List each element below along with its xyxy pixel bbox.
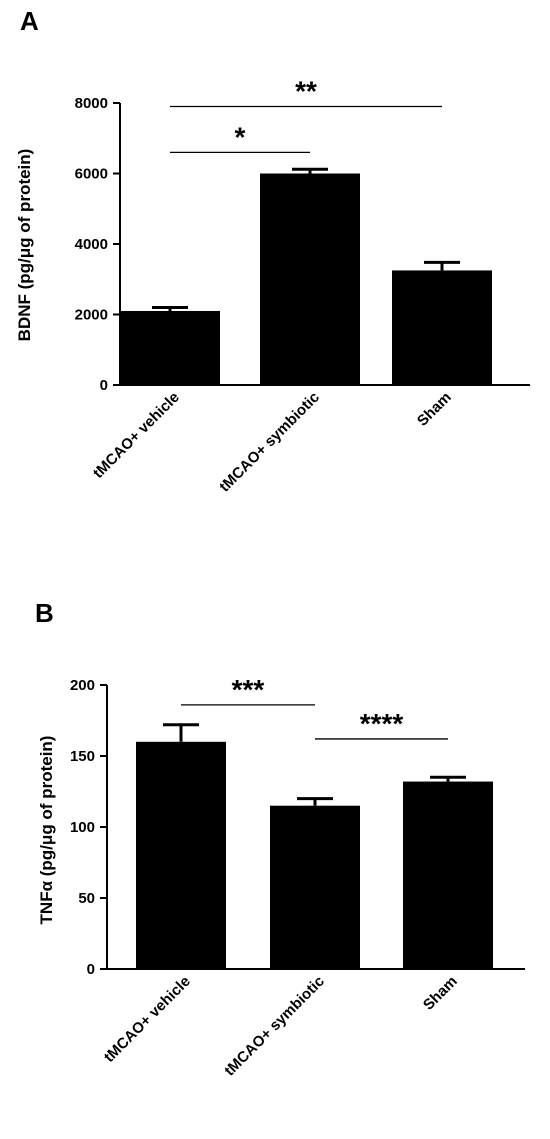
- panel-a-letter: A: [20, 6, 39, 36]
- panel-b-y-tick-label: 50: [78, 890, 95, 907]
- panel-a-category-label: Sham: [414, 389, 455, 430]
- panel-b-bar: [270, 805, 360, 969]
- panel-a-category-label: tMCAO+ symbiotic: [216, 389, 323, 496]
- panel-a-y-tick-label: 0: [100, 377, 108, 394]
- panel-b-significance-label: ****: [360, 708, 404, 739]
- panel-a-bar: [392, 270, 492, 385]
- panel-b-category-label: Sham: [420, 973, 461, 1014]
- panel-b-y-tick-label: 200: [70, 677, 95, 694]
- panel-b-significance: *******: [181, 674, 448, 740]
- panel-a-category-label: tMCAO+ vehicle: [90, 389, 183, 482]
- panel-b-significance-label: ***: [232, 674, 265, 705]
- panel-b-y-tick-label: 100: [70, 819, 95, 836]
- panel-a-significance: ***: [170, 76, 442, 154]
- panel-a-y-tick-label: 8000: [75, 95, 108, 112]
- panel-a-categories: tMCAO+ vehicle tMCAO+ symbiotic Sham: [90, 389, 455, 496]
- panel-b-y-ticks: 0 50 100 150 200: [70, 677, 107, 978]
- panel-a-bar: [260, 173, 360, 385]
- panel-a-y-label: BDNF (pg/μg of protein): [15, 149, 34, 342]
- panel-b-categories: tMCAO+ vehicle tMCAO+ symbiotic Sham: [101, 973, 461, 1080]
- panel-b-letter: B: [35, 598, 54, 628]
- panel-a-y-tick-label: 2000: [75, 307, 108, 324]
- panel-a-y-tick-label: 6000: [75, 166, 108, 183]
- panel-a-bars: [120, 167, 492, 385]
- panel-b-bar: [403, 781, 493, 969]
- panel-a-y-ticks: 0 2000 4000 6000 8000: [75, 95, 120, 394]
- panel-a-y-tick-label: 4000: [75, 236, 108, 253]
- panel-b-y-tick-label: 0: [87, 961, 95, 978]
- panel-b-bar: [136, 741, 226, 969]
- panel-b-category-label: tMCAO+ symbiotic: [221, 973, 328, 1080]
- panel-b-bars: [136, 723, 493, 969]
- panel-b-y-label: TNFα (pg/μg of protein): [37, 736, 56, 925]
- panel-b-y-tick-label: 150: [70, 748, 95, 765]
- panel-a-significance-label: *: [235, 121, 246, 152]
- panel-a-bar: [120, 310, 220, 385]
- panel-b-category-label: tMCAO+ vehicle: [101, 973, 194, 1066]
- panel-a-significance-label: **: [295, 76, 317, 107]
